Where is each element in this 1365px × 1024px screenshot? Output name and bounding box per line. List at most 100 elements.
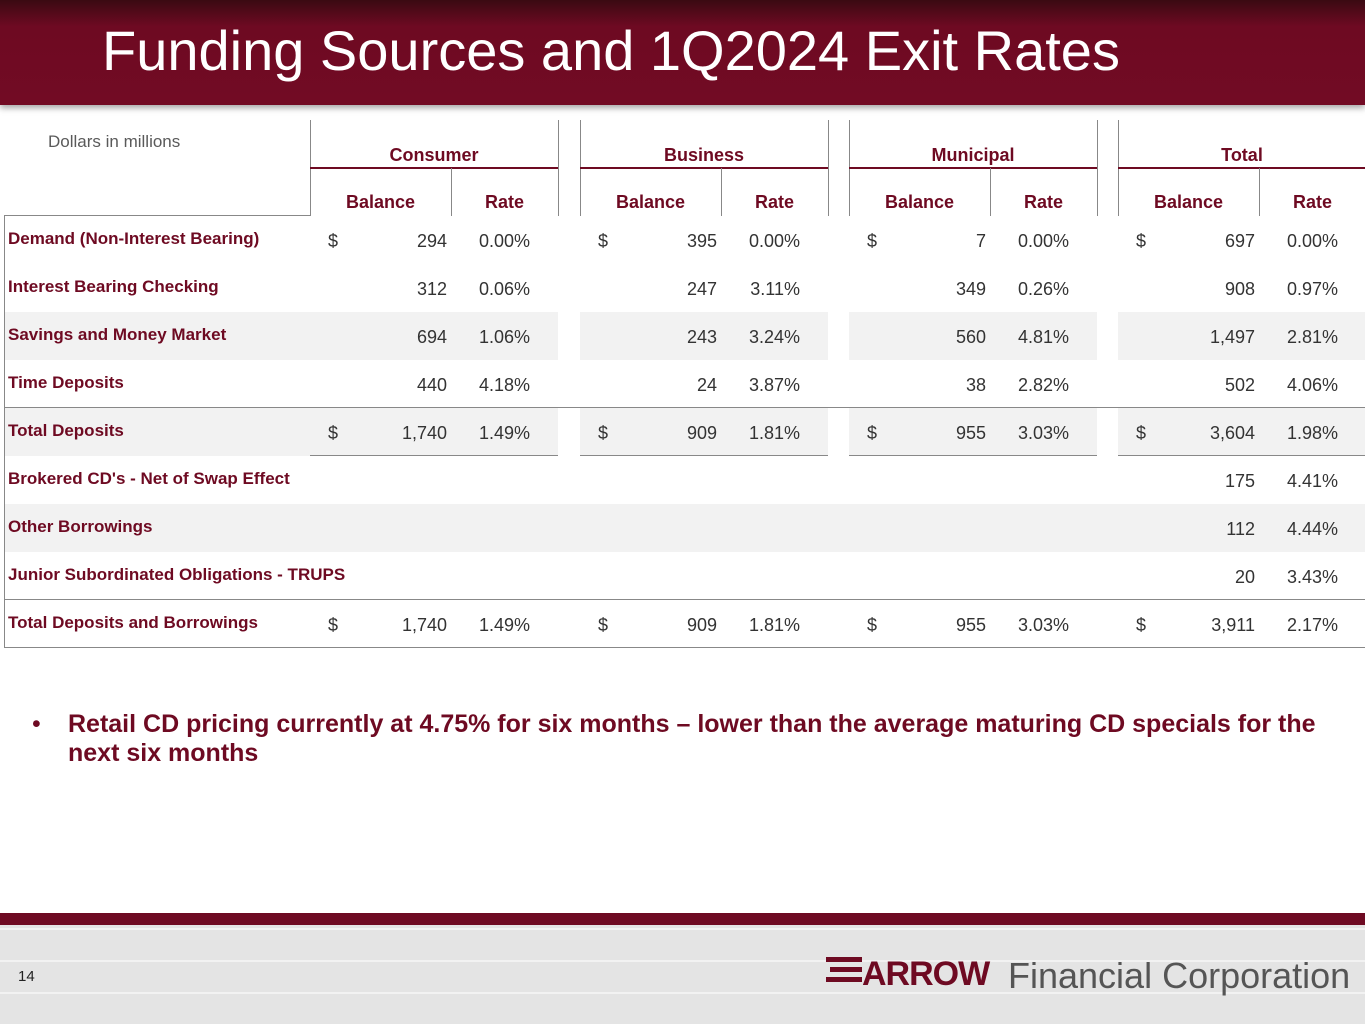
row-label: Total Deposits — [8, 421, 124, 440]
currency: $ — [867, 231, 878, 251]
column-gap — [828, 120, 849, 456]
page-number: 14 — [18, 968, 35, 985]
currency: $ — [598, 615, 609, 635]
rate: 2.17% — [1286, 615, 1338, 635]
currency: $ — [328, 423, 339, 443]
balance: 312 — [416, 279, 447, 299]
rule — [4, 647, 1365, 648]
rule — [849, 455, 1097, 456]
row-label: Time Deposits — [8, 373, 124, 392]
rate: 3.43% — [1286, 567, 1338, 587]
slide-title: Funding Sources and 1Q2024 Exit Rates — [102, 19, 1120, 82]
balance: 694 — [416, 327, 447, 347]
rate: 4.06% — [1286, 375, 1338, 395]
rate: 4.41% — [1286, 471, 1338, 491]
group-header: Business — [663, 145, 745, 165]
balance: 955 — [955, 615, 986, 635]
rate: 3.03% — [1017, 615, 1069, 635]
rate: 3.24% — [748, 327, 800, 347]
rule — [849, 167, 1097, 169]
bullet-dot: • — [32, 710, 41, 738]
rule — [1118, 167, 1365, 169]
rate: 1.98% — [1286, 423, 1338, 443]
row-shade — [4, 504, 1365, 552]
rule — [721, 168, 722, 216]
rule — [310, 455, 558, 456]
group-header: Consumer — [389, 145, 479, 165]
rate: 2.82% — [1017, 375, 1069, 395]
rule — [4, 599, 1365, 600]
rate: 1.49% — [478, 615, 530, 635]
group-header: Municipal — [931, 145, 1015, 165]
rate: 4.44% — [1286, 519, 1338, 539]
rule — [310, 167, 558, 169]
rule — [1118, 407, 1365, 408]
rule — [451, 168, 452, 216]
rate: 3.03% — [1017, 423, 1069, 443]
column-gap — [1097, 120, 1118, 456]
currency: $ — [1136, 423, 1147, 443]
rate: 0.97% — [1286, 279, 1338, 299]
balance: 7 — [975, 231, 986, 251]
column-header: Rate — [484, 192, 524, 212]
rate: 1.81% — [748, 423, 800, 443]
currency: $ — [867, 615, 878, 635]
logo-brand: ARROW — [862, 955, 990, 993]
rule — [1097, 120, 1098, 216]
rate: 0.00% — [478, 231, 530, 251]
rule — [990, 168, 991, 216]
balance: 502 — [1224, 375, 1255, 395]
currency: $ — [328, 231, 339, 251]
balance: 20 — [1234, 567, 1255, 587]
column-header: Balance — [1153, 192, 1224, 212]
balance: 440 — [416, 375, 447, 395]
row-label: Other Borrowings — [8, 517, 153, 536]
rule — [580, 407, 828, 408]
rate: 1.81% — [748, 615, 800, 635]
balance: 243 — [686, 327, 717, 347]
balance: 697 — [1224, 231, 1255, 251]
currency: $ — [328, 615, 339, 635]
currency: $ — [1136, 231, 1147, 251]
balance: 955 — [955, 423, 986, 443]
rule — [4, 216, 5, 648]
row-label: Interest Bearing Checking — [8, 277, 219, 296]
balance: 909 — [686, 423, 717, 443]
rate: 4.18% — [478, 375, 530, 395]
row-label: Savings and Money Market — [8, 325, 227, 344]
column-header: Balance — [884, 192, 955, 212]
column-header: Balance — [615, 192, 686, 212]
balance: 247 — [686, 279, 717, 299]
logo-mark — [826, 957, 862, 982]
row-label: Junior Subordinated Obligations - TRUPS — [8, 565, 346, 584]
column-header: Balance — [345, 192, 416, 212]
column-header: Rate — [754, 192, 794, 212]
balance: 38 — [965, 375, 986, 395]
rule — [580, 455, 828, 456]
rate: 0.00% — [1286, 231, 1338, 251]
currency: $ — [598, 423, 609, 443]
balance: 560 — [955, 327, 986, 347]
rule — [310, 407, 558, 408]
currency: $ — [598, 231, 609, 251]
logo-company: Financial Corporation — [1008, 955, 1351, 996]
rate: 3.87% — [748, 375, 800, 395]
balance: 112 — [1226, 519, 1255, 539]
rule — [1259, 168, 1260, 216]
group-header: Total — [1221, 145, 1263, 165]
row-label: Brokered CD's - Net of Swap Effect — [8, 469, 290, 488]
rule — [849, 407, 1097, 408]
balance: 395 — [686, 231, 717, 251]
row-label: Total Deposits and Borrowings — [8, 613, 258, 632]
rate: 0.00% — [1017, 231, 1069, 251]
rate: 0.06% — [478, 279, 530, 299]
balance: 175 — [1224, 471, 1255, 491]
bullet-text: Retail CD pricing currently at 4.75% for… — [68, 710, 1316, 767]
balance: 349 — [955, 279, 986, 299]
units-note: Dollars in millions — [48, 132, 181, 151]
footer — [0, 913, 1365, 1024]
balance: 1,740 — [401, 615, 447, 635]
balance: 908 — [1224, 279, 1255, 299]
title-bar — [0, 0, 1365, 105]
